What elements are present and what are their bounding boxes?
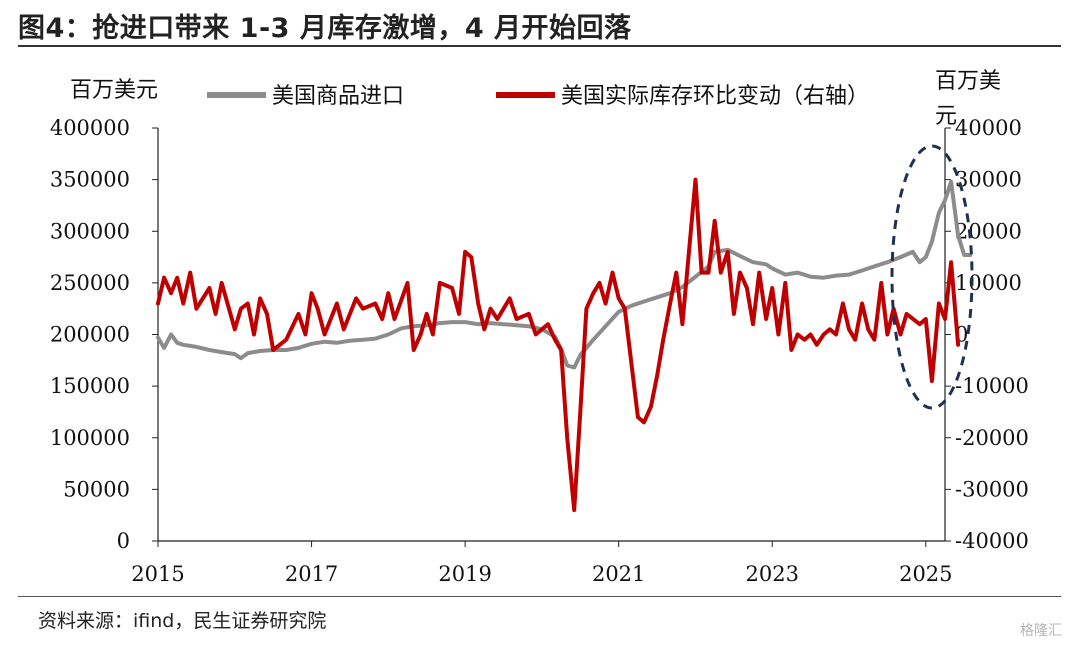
x-tick-label: 2021 — [592, 562, 645, 586]
inventory-change-line — [156, 177, 961, 512]
legend: 美国商品进口 美国实际库存环比变动（右轴） — [207, 84, 869, 109]
left-tick-label: 100000 — [50, 426, 130, 450]
imports-line — [156, 179, 973, 370]
right-tick-label: 20000 — [955, 219, 1022, 243]
right-tick-label: 30000 — [955, 168, 1022, 192]
right-tick-label: -10000 — [955, 374, 1029, 398]
left-tick-label: 250000 — [50, 271, 130, 295]
right-tick-label: -20000 — [955, 426, 1029, 450]
source-note: 资料来源：ifind，民生证券研究院 — [38, 610, 327, 632]
left-tick-label: 50000 — [63, 477, 130, 501]
left-tick-label: 400000 — [50, 116, 130, 140]
x-tick-label: 2019 — [438, 562, 491, 586]
series-inventory-change — [156, 177, 961, 512]
chart-title: 图4：抢进口带来 1-3 月库存激增，4 月开始回落 — [18, 13, 632, 44]
watermark: 格隆汇 — [1020, 623, 1062, 639]
left-tick-label: 300000 — [50, 219, 130, 243]
x-tick-label: 2017 — [285, 562, 338, 586]
left-tick-label: 350000 — [50, 168, 130, 192]
source-rule — [18, 596, 1061, 597]
series-imports — [156, 179, 973, 370]
left-tick-label: 200000 — [50, 323, 130, 347]
title-rule — [18, 45, 1061, 47]
highlight-ellipse — [890, 144, 974, 410]
left-tick-label: 150000 — [50, 374, 130, 398]
left-tick-label: 0 — [117, 529, 130, 553]
x-tick-label: 2025 — [899, 562, 952, 586]
right-tick-label: -30000 — [955, 477, 1029, 501]
legend-label-inventory: 美国实际库存环比变动（右轴） — [561, 84, 869, 109]
right-tick-label: 40000 — [955, 116, 1022, 140]
left-unit-label: 百万美元 — [70, 78, 158, 103]
highlight-group — [890, 144, 974, 410]
right-tick-label: 10000 — [955, 271, 1022, 295]
right-unit-label-line2: 元 — [935, 104, 957, 129]
chart: 0 50000 100000 150000 200000 250000 300000 3500… — [50, 69, 1029, 586]
legend-label-imports: 美国商品进口 — [272, 84, 404, 109]
x-tick-label: 2015 — [131, 562, 184, 586]
right-tick-label: -40000 — [955, 529, 1029, 553]
axes: 0 50000 100000 150000 200000 250000 300000 3500… — [50, 69, 1029, 586]
right-unit-label-line1: 百万美 — [935, 69, 1001, 94]
x-tick-label: 2023 — [746, 562, 799, 586]
